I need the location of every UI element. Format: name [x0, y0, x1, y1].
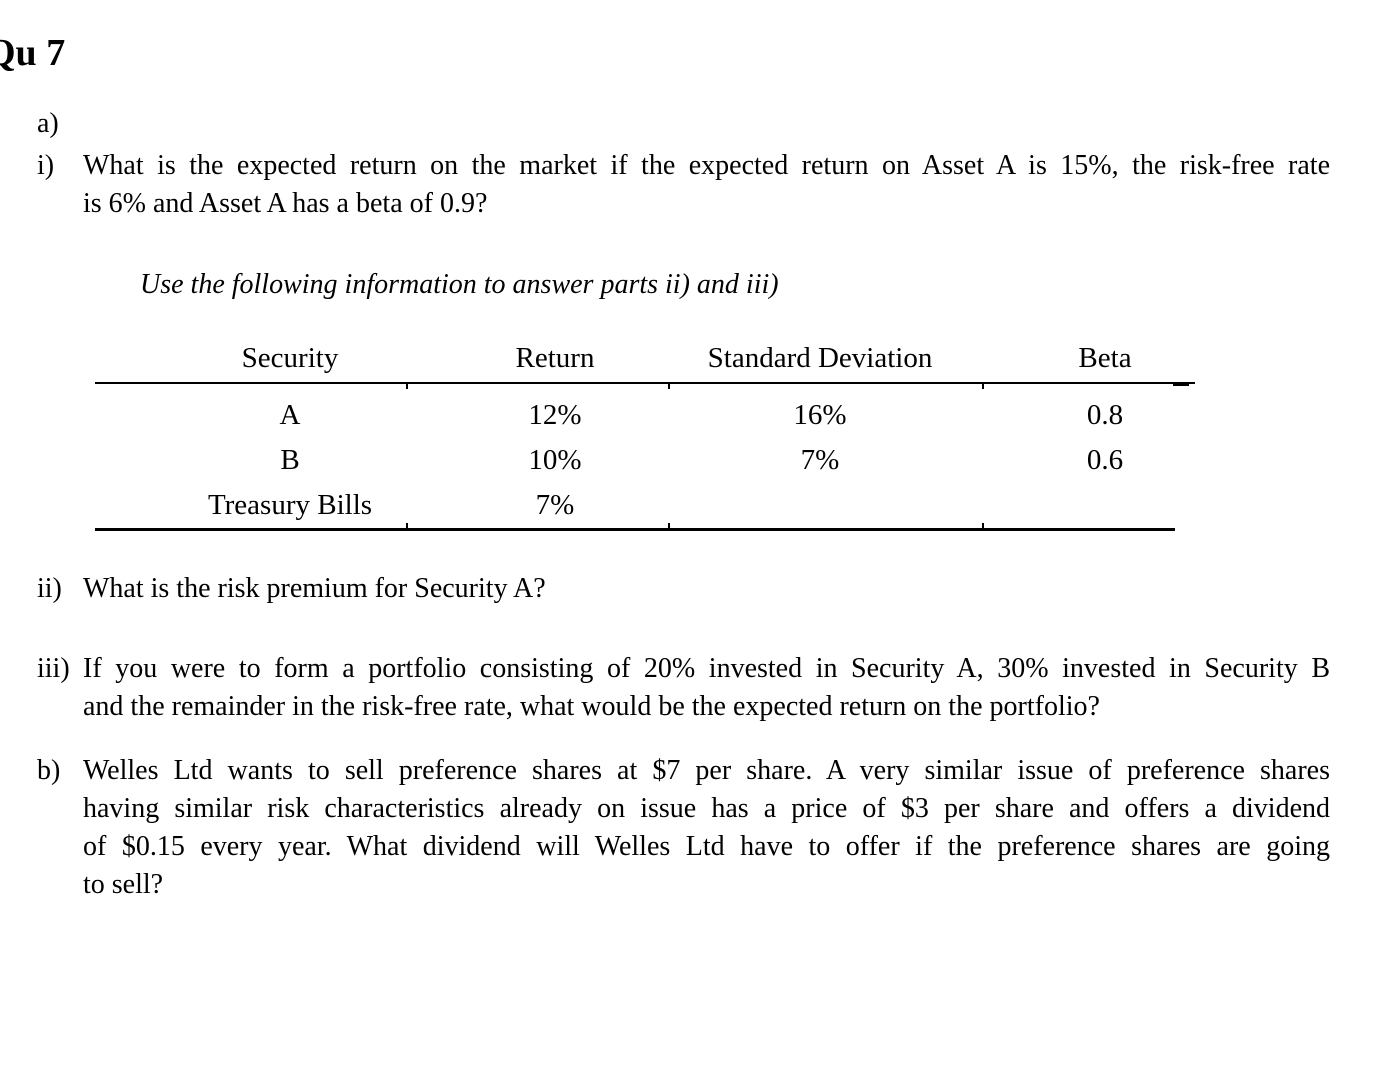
table-cell-security: B — [280, 444, 300, 476]
question-part-iii: iii) If you were to form a portfolio con… — [37, 650, 1330, 726]
table-cell-standard-deviation — [625, 474, 1015, 519]
table-cell-security: A — [279, 399, 301, 431]
part-b-line: having similar risk characteristics alre… — [83, 793, 1330, 824]
question-part-ii: ii) What is the risk premium for Securit… — [37, 570, 1330, 608]
table-bottom-rule — [95, 528, 1175, 531]
part-iii-line: and the remainder in the risk-free rate,… — [83, 691, 1100, 722]
table-cell-security: Treasury Bills — [207, 489, 373, 521]
table-cell-return: 12% — [528, 399, 582, 431]
part-b-label: b) — [37, 755, 61, 786]
part-b-line: Welles Ltd wants to sell preference shar… — [83, 755, 1330, 786]
table-header-return: Return — [515, 342, 595, 374]
table-header-security: Security — [241, 342, 339, 374]
part-b-line: to sell? — [83, 869, 164, 900]
table-cell-return: 7% — [535, 489, 575, 521]
table-column-tick — [982, 523, 984, 528]
table-cell-standard-deviation: 16% — [793, 399, 847, 431]
table-header-beta: Beta — [1078, 342, 1132, 374]
part-i-line: is 6% and Asset A has a beta of 0.9? — [83, 188, 488, 219]
table-column-tick — [668, 384, 670, 389]
part-a-label: a) — [37, 108, 59, 139]
question-part-b: b) Welles Ltd wants to sell preference s… — [37, 752, 1330, 904]
table-instruction: Use the following information to answer … — [140, 269, 779, 300]
table-cell-return: 10% — [528, 444, 582, 476]
table-cell-beta — [1015, 474, 1195, 519]
part-ii-line: What is the risk premium for Security A? — [83, 573, 546, 604]
table-row: Treasury Bills 7% — [95, 474, 1195, 521]
table-column-tick — [668, 523, 670, 528]
table-column-tick — [406, 523, 408, 528]
table-cell-standard-deviation: 7% — [800, 444, 840, 476]
table-cell-beta: 0.8 — [1086, 399, 1124, 431]
question-part-i: i) What is the expected return on the ma… — [37, 147, 1330, 223]
table-header-row: Security Return Standard Deviation Beta — [95, 339, 1195, 384]
table-column-tick — [982, 384, 984, 389]
table-cell-beta: 0.6 — [1086, 444, 1124, 476]
table-column-tick — [406, 384, 408, 389]
table-rule-artifact — [1173, 384, 1189, 386]
part-i-line: What is the expected return on the marke… — [83, 150, 1330, 181]
part-i-label: i) — [37, 150, 55, 181]
securities-table: Security Return Standard Deviation Beta … — [95, 339, 1195, 531]
table-row: B 10% 7% 0.6 — [95, 429, 1195, 476]
part-iii-label: iii) — [37, 653, 70, 684]
question-heading: Qu 7 — [0, 32, 66, 74]
part-b-line: of $0.15 every year. What dividend will … — [83, 831, 1330, 862]
part-iii-line: If you were to form a portfolio consisti… — [83, 653, 1330, 684]
table-row: A 12% 16% 0.8 — [95, 384, 1195, 431]
table-header-standard-deviation: Standard Deviation — [707, 342, 933, 374]
part-ii-label: ii) — [37, 573, 62, 604]
